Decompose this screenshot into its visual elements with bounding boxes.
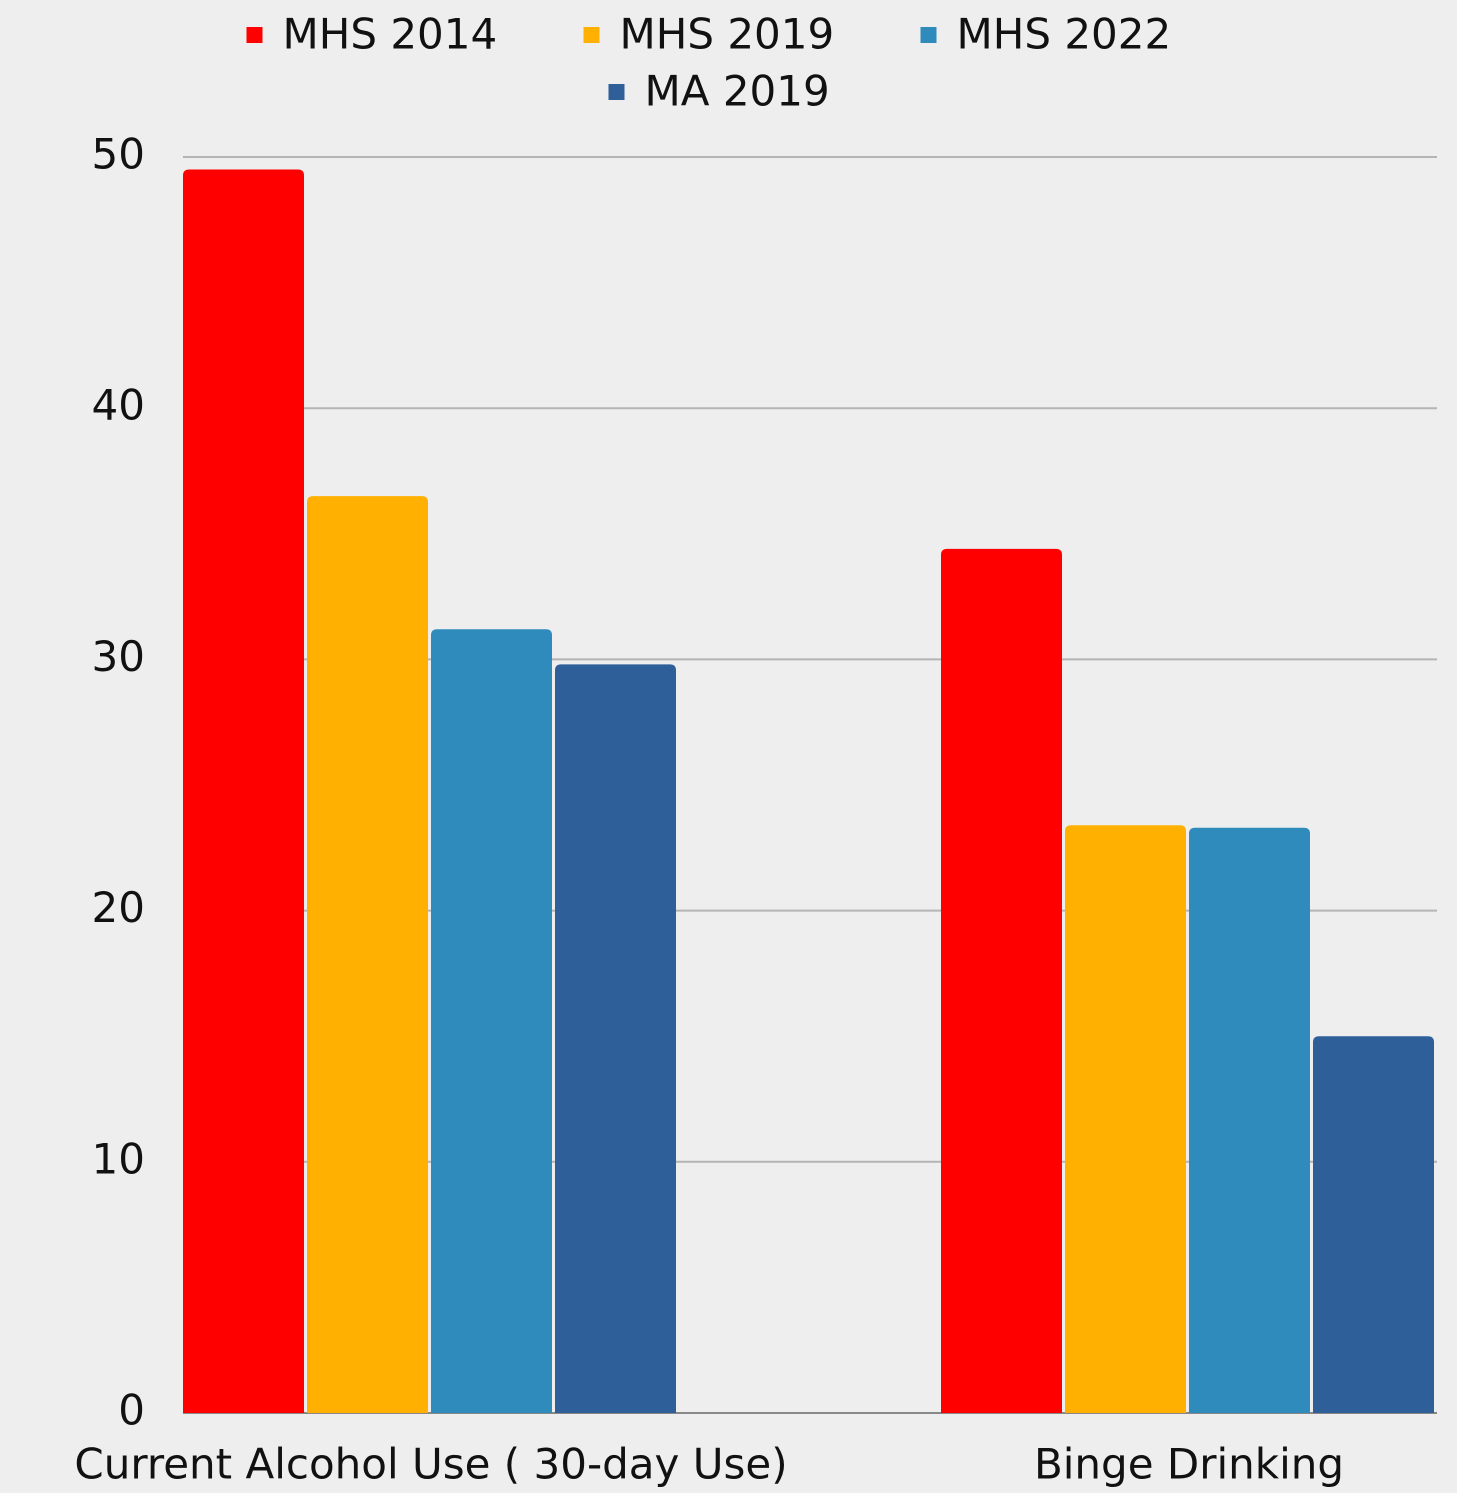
y-tick-label: 10 bbox=[92, 1134, 145, 1183]
y-tick-label: 0 bbox=[118, 1386, 145, 1435]
bar bbox=[1313, 1036, 1434, 1413]
x-tick-label: Binge Drinking bbox=[1034, 1440, 1344, 1489]
y-tick-label: 20 bbox=[92, 883, 145, 932]
bar bbox=[941, 548, 1062, 1413]
legend-label: MA 2019 bbox=[645, 67, 830, 116]
legend-swatch bbox=[246, 27, 263, 43]
bar bbox=[183, 169, 304, 1413]
bar bbox=[307, 496, 428, 1413]
bar bbox=[555, 664, 676, 1413]
legend-label: MHS 2022 bbox=[957, 10, 1172, 59]
legend-label: MHS 2019 bbox=[620, 10, 835, 59]
y-tick-label: 30 bbox=[92, 632, 145, 681]
legend-label: MHS 2014 bbox=[283, 10, 498, 59]
bar bbox=[431, 629, 552, 1413]
bar bbox=[1189, 827, 1310, 1413]
y-tick-label: 40 bbox=[92, 381, 145, 430]
legend-swatch bbox=[920, 27, 937, 43]
legend-swatch bbox=[608, 84, 625, 100]
x-tick-label: Current Alcohol Use ( 30-day Use) bbox=[74, 1440, 787, 1489]
y-tick-label: 50 bbox=[92, 130, 145, 179]
bar bbox=[1065, 825, 1186, 1413]
legend-swatch bbox=[583, 27, 600, 43]
